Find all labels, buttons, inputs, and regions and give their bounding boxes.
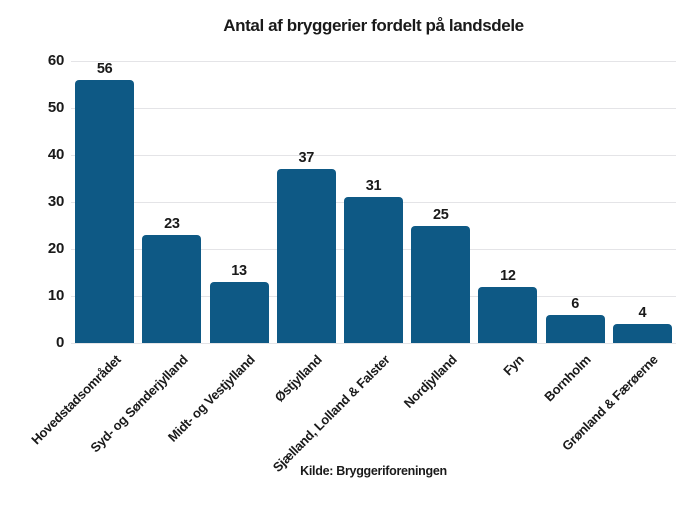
bar-value-label: 31 xyxy=(365,178,382,195)
chart-title: Antal af bryggerier fordelt på landsdele xyxy=(223,16,524,35)
y-tick-label: 0 xyxy=(55,334,64,351)
bar xyxy=(545,314,605,343)
gridline xyxy=(71,342,676,344)
bar xyxy=(276,169,336,343)
y-tick-label: 20 xyxy=(47,240,64,257)
x-tick-label: Sjælland, Lolland & Falster xyxy=(269,352,393,475)
bar xyxy=(142,234,202,343)
x-tick-label: Midt- og Vestjylland xyxy=(164,352,258,445)
bar-value-label: 56 xyxy=(96,60,113,77)
y-tick-label: 10 xyxy=(47,287,64,304)
bar-value-label: 4 xyxy=(638,305,647,322)
source-caption: Kilde: Bryggeriforeningen xyxy=(300,464,447,478)
bar-value-label: 12 xyxy=(500,267,516,284)
bar xyxy=(75,79,135,343)
bar xyxy=(612,324,672,343)
y-tick-label: 30 xyxy=(47,193,64,210)
x-tick-label: Østjylland xyxy=(271,352,325,405)
gridline xyxy=(71,107,676,109)
y-tick-label: 40 xyxy=(47,146,64,163)
bar-value-label: 6 xyxy=(571,295,580,312)
bar-value-label: 13 xyxy=(231,262,247,279)
x-tick-label: Fyn xyxy=(500,352,527,379)
bar-value-label: 25 xyxy=(432,206,449,223)
bar xyxy=(478,286,538,343)
x-axis-labels: Hovedstadsområdet Syd- og Sønderjylland Mi… xyxy=(28,350,676,475)
x-tick-label: Nordjylland xyxy=(400,352,460,411)
gridline xyxy=(71,154,676,156)
x-tick-label: Bornholm xyxy=(541,352,594,405)
bar-value-label: 37 xyxy=(298,150,315,167)
bar xyxy=(411,225,471,343)
y-tick-label: 60 xyxy=(47,52,64,69)
bar-value-label: 23 xyxy=(164,215,180,232)
x-tick-label: Grønland & Færøerne xyxy=(559,352,661,454)
y-tick-label: 50 xyxy=(47,99,64,116)
x-tick-label: Syd- og Sønderjylland xyxy=(87,352,191,456)
y-axis-labels: 0 10 20 30 40 50 60 xyxy=(24,53,64,351)
bar xyxy=(344,197,403,343)
bar xyxy=(209,281,269,343)
gridline xyxy=(71,60,676,62)
plot-area: 56 23 13 37 31 25 12 6 4 xyxy=(71,60,676,344)
